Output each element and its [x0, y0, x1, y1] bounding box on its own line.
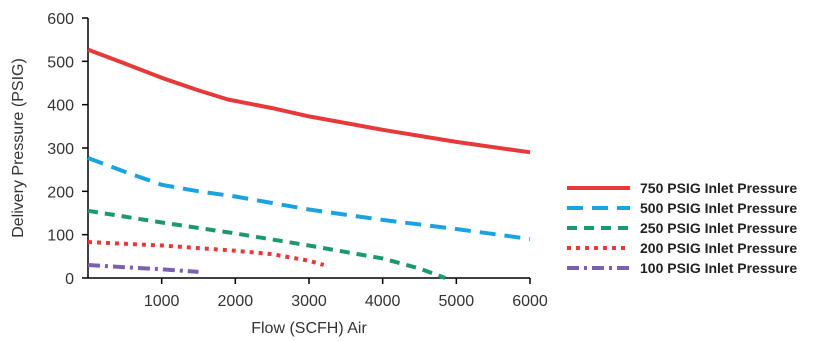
legend-label: 500 PSIG Inlet Pressure: [640, 200, 797, 216]
x-tick-label: 2000: [218, 293, 254, 310]
series-line-500-psig: [87, 156, 531, 241]
x-tick-label: 4000: [365, 293, 401, 310]
x-tick-label: 5000: [439, 293, 475, 310]
legend-label: 200 PSIG Inlet Pressure: [640, 240, 797, 256]
plot-area: 0 100 200 300 400 500 600 1000 2000 3000 4000 5000…: [47, 11, 548, 310]
series-line-750-psig: [87, 47, 531, 155]
x-tick-label: 6000: [512, 293, 548, 310]
legend-label: 750 PSIG Inlet Pressure: [640, 180, 797, 196]
series-line-100-psig: [87, 263, 199, 274]
y-tick-label: 100: [47, 228, 74, 245]
y-tick-label: 300: [47, 141, 74, 158]
x-axis-title: Flow (SCFH) Air: [251, 320, 367, 337]
x-tick-label: 3000: [291, 293, 327, 310]
x-ticks: 1000 2000 3000 4000 5000 6000: [144, 278, 548, 310]
y-tick-label: 600: [47, 11, 74, 28]
legend: 750 PSIG Inlet Pressure 500 PSIG Inlet Pr…: [567, 180, 797, 276]
legend-label: 250 PSIG Inlet Pressure: [640, 220, 797, 236]
y-tick-label: 500: [47, 54, 74, 71]
y-tick-label: 400: [47, 98, 74, 115]
y-tick-label: 200: [47, 184, 74, 201]
y-tick-label: 0: [65, 271, 74, 288]
series-line-200-psig: [87, 240, 325, 267]
y-axis-title: Delivery Pressure (PSIG): [10, 58, 27, 238]
series-group: [87, 47, 531, 280]
legend-label: 100 PSIG Inlet Pressure: [640, 260, 797, 276]
x-tick-label: 1000: [144, 293, 180, 310]
series-line-250-psig: [87, 208, 446, 280]
y-ticks: 0 100 200 300 400 500 600: [47, 11, 88, 288]
